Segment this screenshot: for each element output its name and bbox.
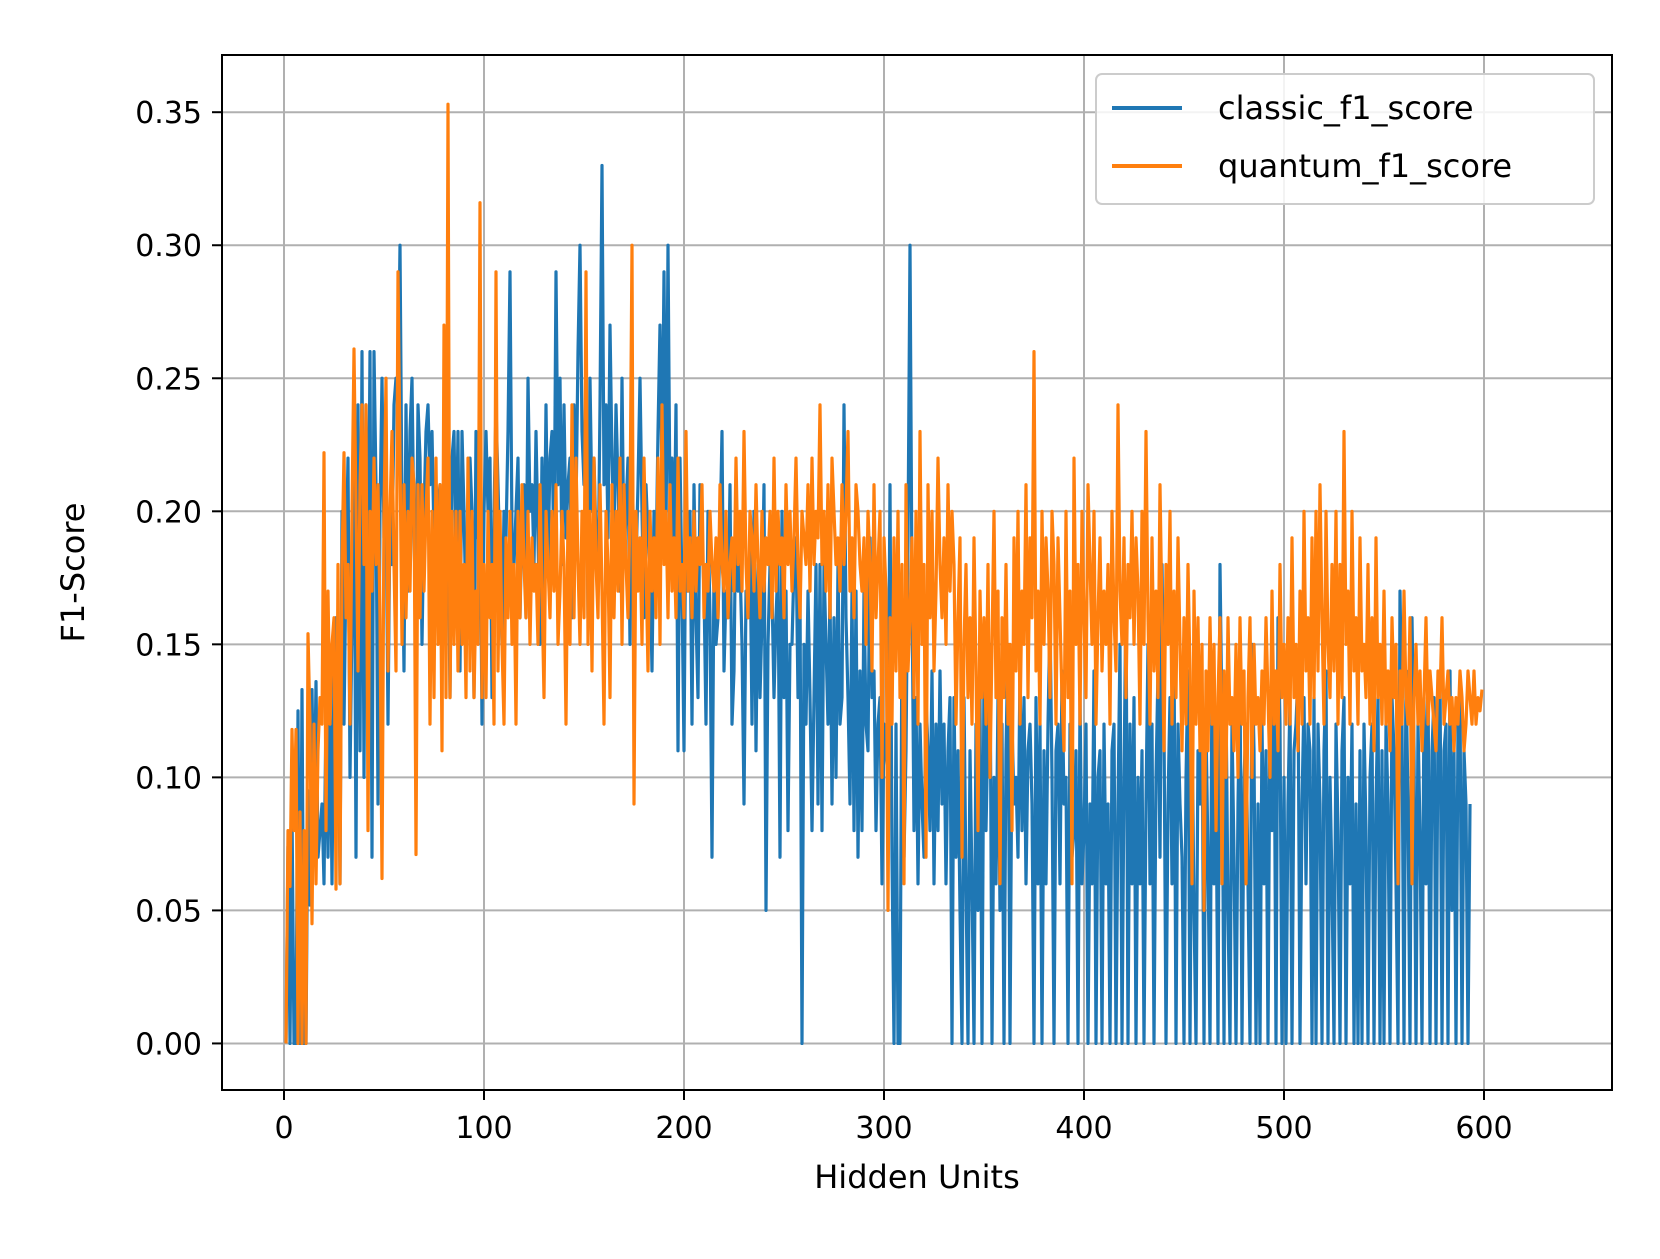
x-tick-label: 500 bbox=[1255, 1111, 1312, 1146]
series-layer bbox=[284, 102, 1484, 1046]
x-tick-label: 0 bbox=[274, 1111, 293, 1146]
series-line-quantum_f1_score bbox=[284, 102, 1484, 1046]
y-tick-label: 0.05 bbox=[135, 894, 202, 929]
y-axis-label: F1-Score bbox=[54, 503, 92, 643]
x-tick-label: 400 bbox=[1055, 1111, 1112, 1146]
x-tick-label: 200 bbox=[655, 1111, 712, 1146]
y-tick-label: 0.25 bbox=[135, 362, 202, 397]
x-tick-label: 300 bbox=[855, 1111, 912, 1146]
x-tick-label: 100 bbox=[455, 1111, 512, 1146]
y-tick-label: 0.20 bbox=[135, 495, 202, 530]
y-tick-label: 0.30 bbox=[135, 229, 202, 264]
plot-frame bbox=[221, 54, 1613, 1091]
y-tick-label: 0.00 bbox=[135, 1027, 202, 1062]
y-tick-label: 0.35 bbox=[135, 96, 202, 131]
x-tick-label: 600 bbox=[1455, 1111, 1512, 1146]
legend-label-classic: classic_f1_score bbox=[1218, 89, 1474, 127]
legend-box bbox=[1095, 73, 1595, 205]
y-tick-label: 0.15 bbox=[135, 628, 202, 663]
ticks-layer: 0 100 200 300 400 500 600 0.00 0.05 0.10 0.15 0.20 0… bbox=[135, 96, 1512, 1146]
x-axis-label: Hidden Units bbox=[814, 1158, 1020, 1196]
legend: classic_f1_score quantum_f1_score bbox=[1095, 73, 1595, 205]
y-tick-label: 0.10 bbox=[135, 761, 202, 796]
legend-label-quantum: quantum_f1_score bbox=[1218, 147, 1512, 185]
